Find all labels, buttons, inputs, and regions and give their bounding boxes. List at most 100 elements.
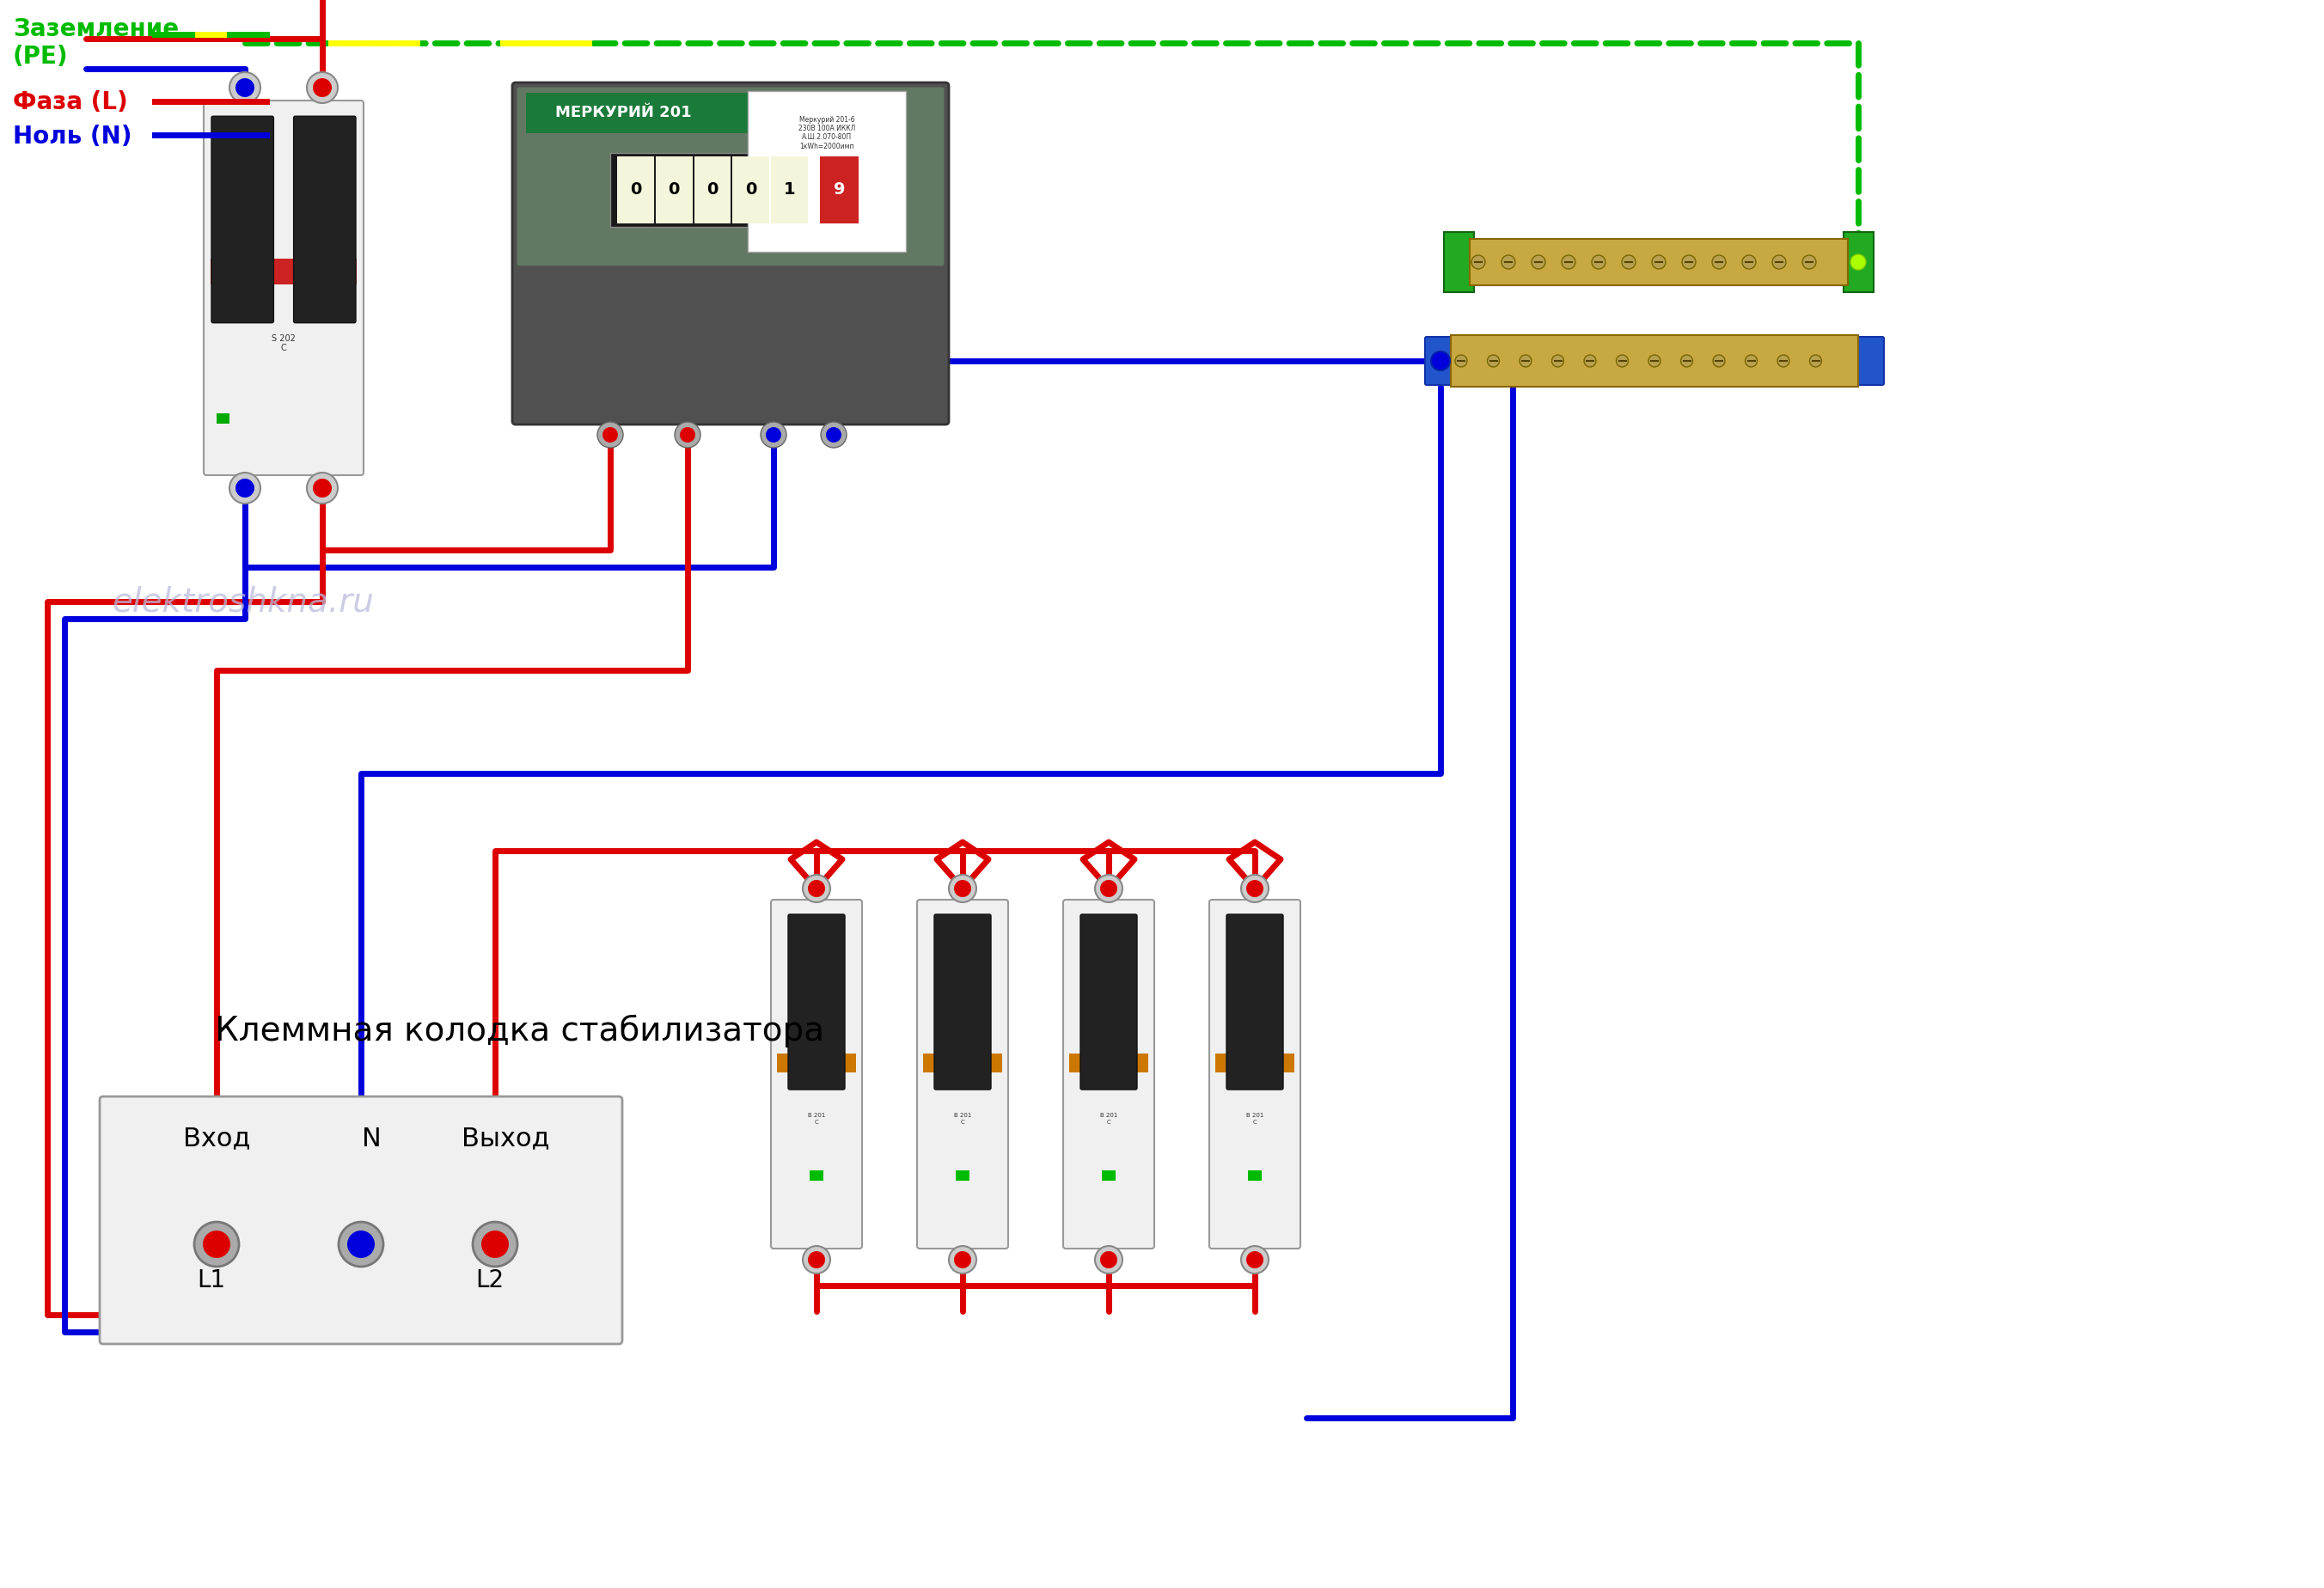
Circle shape xyxy=(339,1221,383,1267)
Circle shape xyxy=(955,1251,971,1269)
Text: Ноль (N): Ноль (N) xyxy=(14,124,132,149)
Bar xyxy=(820,156,858,224)
Bar xyxy=(655,156,693,224)
Text: B 201
C: B 201 C xyxy=(1099,1113,1118,1124)
Text: Заземление
(PE): Заземление (PE) xyxy=(14,17,179,70)
FancyBboxPatch shape xyxy=(293,116,356,322)
Bar xyxy=(1469,238,1848,286)
Bar xyxy=(1843,232,1873,292)
Circle shape xyxy=(767,427,781,443)
Text: Меркурий 201-6
230В 100А ИККЛ
А.Ш.2.070-80П
1кWh=2000имп: Меркурий 201-6 230В 100А ИККЛ А.Ш.2.070-… xyxy=(799,116,855,151)
Circle shape xyxy=(1585,354,1597,367)
Circle shape xyxy=(481,1231,509,1258)
Text: 0: 0 xyxy=(746,181,758,198)
Circle shape xyxy=(948,875,976,902)
FancyBboxPatch shape xyxy=(1081,915,1136,1089)
FancyBboxPatch shape xyxy=(205,100,363,475)
FancyBboxPatch shape xyxy=(211,116,274,322)
Circle shape xyxy=(1743,256,1757,268)
Text: S 202
C: S 202 C xyxy=(272,333,295,353)
Circle shape xyxy=(230,71,260,103)
Circle shape xyxy=(1095,1247,1122,1274)
FancyBboxPatch shape xyxy=(934,915,990,1089)
Bar xyxy=(809,1170,823,1181)
Circle shape xyxy=(472,1221,518,1267)
Circle shape xyxy=(230,473,260,503)
FancyBboxPatch shape xyxy=(511,83,948,424)
Bar xyxy=(611,152,816,227)
Circle shape xyxy=(235,478,253,497)
Bar xyxy=(748,91,906,252)
Circle shape xyxy=(802,1247,830,1274)
Circle shape xyxy=(1501,256,1515,268)
Circle shape xyxy=(955,880,971,897)
Circle shape xyxy=(1648,354,1659,367)
Text: 1: 1 xyxy=(783,181,795,198)
Text: B 201
C: B 201 C xyxy=(1246,1113,1264,1124)
Circle shape xyxy=(948,1247,976,1274)
Text: МЕРКУРИЙ 201: МЕРКУРИЙ 201 xyxy=(555,105,690,121)
Text: L1: L1 xyxy=(198,1269,225,1293)
FancyBboxPatch shape xyxy=(1852,337,1885,384)
Bar xyxy=(772,156,809,224)
Bar xyxy=(1443,232,1473,292)
FancyBboxPatch shape xyxy=(788,915,846,1089)
Circle shape xyxy=(602,427,618,443)
Circle shape xyxy=(1683,256,1697,268)
Bar xyxy=(776,1053,855,1072)
Bar xyxy=(923,1053,1002,1072)
FancyBboxPatch shape xyxy=(1062,900,1155,1248)
Bar xyxy=(732,156,769,224)
Bar xyxy=(618,156,653,224)
Text: 0: 0 xyxy=(630,181,641,198)
Circle shape xyxy=(1532,256,1545,268)
Text: L2: L2 xyxy=(476,1269,504,1293)
Bar xyxy=(211,259,356,284)
FancyBboxPatch shape xyxy=(772,900,862,1248)
Circle shape xyxy=(1778,354,1789,367)
Circle shape xyxy=(1246,1251,1264,1269)
Circle shape xyxy=(314,478,332,497)
Circle shape xyxy=(1562,256,1576,268)
Circle shape xyxy=(1246,880,1264,897)
Bar xyxy=(1248,1170,1262,1181)
Circle shape xyxy=(314,78,332,97)
Text: elektroshkna.ru: elektroshkna.ru xyxy=(112,586,374,618)
Circle shape xyxy=(1810,354,1822,367)
Bar xyxy=(525,92,748,133)
Bar xyxy=(1069,1053,1148,1072)
Circle shape xyxy=(597,422,623,448)
Circle shape xyxy=(1099,1251,1118,1269)
Circle shape xyxy=(1487,354,1499,367)
Circle shape xyxy=(1745,354,1757,367)
Circle shape xyxy=(1713,256,1727,268)
Circle shape xyxy=(195,1221,239,1267)
Circle shape xyxy=(1552,354,1564,367)
Circle shape xyxy=(202,1231,230,1258)
Text: Выход: Выход xyxy=(460,1126,548,1151)
Circle shape xyxy=(1773,256,1785,268)
Circle shape xyxy=(1592,256,1606,268)
Circle shape xyxy=(760,422,786,448)
FancyBboxPatch shape xyxy=(918,900,1009,1248)
Circle shape xyxy=(1432,351,1450,370)
Bar xyxy=(1102,1170,1116,1181)
Circle shape xyxy=(1652,256,1666,268)
FancyBboxPatch shape xyxy=(1227,915,1283,1089)
Text: 0: 0 xyxy=(669,181,679,198)
FancyBboxPatch shape xyxy=(100,1096,623,1343)
Circle shape xyxy=(681,427,695,443)
Circle shape xyxy=(825,427,841,443)
Circle shape xyxy=(307,71,337,103)
Circle shape xyxy=(809,880,825,897)
Circle shape xyxy=(1850,254,1866,270)
Circle shape xyxy=(1241,875,1269,902)
Text: Клеммная колодка стабилизатора: Клеммная колодка стабилизатора xyxy=(214,1015,825,1048)
Circle shape xyxy=(1520,354,1532,367)
FancyBboxPatch shape xyxy=(1425,337,1455,384)
Text: 0: 0 xyxy=(706,181,718,198)
Circle shape xyxy=(674,422,700,448)
Bar xyxy=(955,1170,969,1181)
Circle shape xyxy=(1241,1247,1269,1274)
Bar xyxy=(216,413,230,424)
